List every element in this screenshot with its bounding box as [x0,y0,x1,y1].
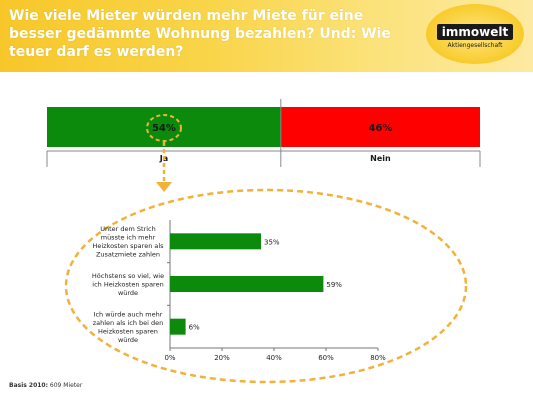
callout-arrow-icon [156,182,172,192]
detail-value-label: 59% [326,281,342,289]
footer-basis: Basis 2010: 609 Mieter [9,382,82,389]
category-label-line: Unter dem Strich [100,225,156,233]
category-label-line: müsste ich mehr [101,234,156,242]
highlight-ellipse [146,114,182,142]
x-tick-label: 40% [266,354,282,362]
detail-bar [170,233,261,250]
stacked-value-label: 46% [368,123,392,134]
category-label-line: Zusatzmiete zahlen [96,251,160,259]
category-label-line: Heizkosten sparen [98,327,158,335]
category-label-line: würde [118,289,138,297]
detail-ellipse [64,188,468,384]
x-tick-label: 60% [318,354,334,362]
detail-category-label: Unter dem Strich müsste ich mehr Heizkoste… [92,225,164,259]
detail-value-label: 35% [264,238,280,246]
basis-value: 609 Mieter [48,382,83,389]
logo-subtext: Aktiengesellschaft [447,42,503,49]
category-label-line: Heizkosten sparen als [92,242,164,250]
basis-label: Basis 2010: [9,382,49,389]
top-stacked-chart: 54%Ja46%Nein [46,99,481,167]
stacked-segment-nein [280,107,480,147]
x-tick-label: 0% [164,354,175,362]
page-title: Wie viele Mieter würden mehr Miete für e… [9,8,391,60]
detail-bar-chart: 0% 20% 40% 60% 80% 35% Unter dem Strich müsste … [92,220,386,362]
stacked-value-label: 54% [152,123,176,134]
header-banner: Wie viele Mieter würden mehr Miete für e… [0,0,533,72]
detail-bar [170,276,324,292]
category-label-line: Ich würde auch mehr [94,310,163,318]
detail-category-label: Ich würde auch mehr zahlen als ich bei de… [93,310,164,344]
category-label-line: Höchstens so viel, wie [92,272,164,280]
category-label-line: ich Heizkosten sparen [92,281,163,289]
category-label-line: zahlen als ich bei den [93,319,164,327]
x-tick-label: 80% [370,354,386,362]
detail-category-label: Höchstens so viel, wie ich Heizkosten spa… [92,272,164,297]
stacked-category-label: Nein [370,154,391,163]
detail-bar [170,318,186,335]
immowelt-logo: immowelt Aktiengesellschaft [426,4,524,64]
category-label-line: würde [118,336,138,344]
x-tick-label: 20% [214,354,230,362]
logo-text: immowelt [437,24,513,40]
detail-value-label: 6% [189,324,200,332]
callout-group [64,114,468,384]
